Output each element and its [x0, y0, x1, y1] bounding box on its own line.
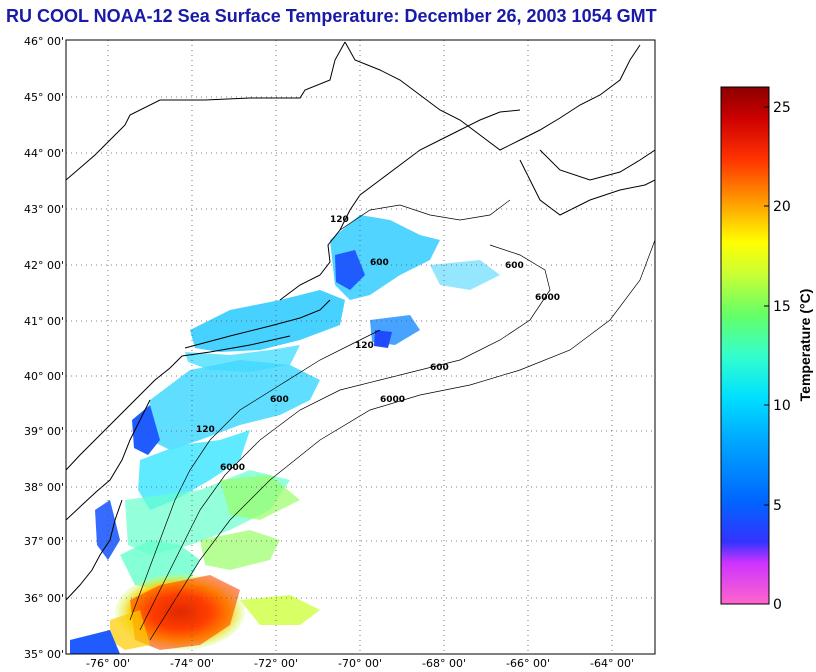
map-content: 120 120 120 600 600 600 600 6000 6000 60…	[66, 40, 655, 654]
map-border	[65, 39, 656, 655]
colorbar-tick-label: 5	[773, 498, 782, 514]
contour-label: 600	[430, 363, 449, 373]
bathymetry-contours	[129, 199, 655, 641]
contour-label: 120	[355, 341, 374, 351]
lat-label: 45° 00'	[24, 91, 64, 104]
lon-label: -72° 00'	[254, 657, 298, 670]
colorbar-gradient	[720, 86, 770, 605]
lat-label: 43° 00'	[24, 203, 64, 216]
lon-label: -76° 00'	[86, 657, 130, 670]
contour-label: 6000	[535, 293, 560, 303]
colorbar-tick-label: 25	[773, 100, 791, 116]
lat-label: 44° 00'	[24, 147, 64, 160]
lon-label: -68° 00'	[422, 657, 466, 670]
contour-label: 600	[370, 258, 389, 268]
contour-label: 6000	[380, 395, 405, 405]
contour-label: 120	[330, 215, 349, 225]
contour-labels: 120 120 120 600 600 600 600 6000 6000 60…	[196, 215, 560, 473]
contour-label: 600	[270, 395, 289, 405]
colorbar-tick-label: 10	[773, 398, 791, 414]
longitude-labels: -76° 00' -74° 00' -72° 00' -70° 00' -68°…	[86, 657, 634, 670]
colorbar-tick-label: 0	[773, 597, 782, 613]
lon-label: -66° 00'	[506, 657, 550, 670]
lat-lon-grid	[66, 40, 655, 654]
contour-label: 120	[196, 425, 215, 435]
colorbar-tick-label: 20	[773, 199, 791, 215]
lat-label: 39° 00'	[24, 425, 64, 438]
lon-label: -64° 00'	[590, 657, 634, 670]
map-title: RU COOL NOAA-12 Sea Surface Temperature:…	[6, 6, 657, 26]
lat-label: 46° 00'	[24, 35, 64, 48]
lat-label: 41° 00'	[24, 315, 64, 328]
contour-label: 6000	[220, 463, 245, 473]
lat-label: 40° 00'	[24, 370, 64, 383]
colorbar-title: Temperature (°C)	[797, 289, 813, 402]
colorbar: 0 5 10 15 20 25 Temperature (°C)	[720, 86, 813, 613]
lon-label: -74° 00'	[170, 657, 214, 670]
contour-label: 600	[505, 261, 524, 271]
lat-label: 42° 00'	[24, 259, 64, 272]
latitude-labels: 46° 00' 45° 00' 44° 00' 43° 00' 42° 00' …	[24, 35, 64, 661]
coastline-layer	[66, 41, 655, 601]
colorbar-tick-label: 15	[773, 299, 791, 315]
lat-label: 36° 00'	[24, 592, 64, 605]
lat-label: 37° 00'	[24, 535, 64, 548]
lat-label: 38° 00'	[24, 481, 64, 494]
lon-label: -70° 00'	[338, 657, 382, 670]
lat-label: 35° 00'	[24, 648, 64, 661]
